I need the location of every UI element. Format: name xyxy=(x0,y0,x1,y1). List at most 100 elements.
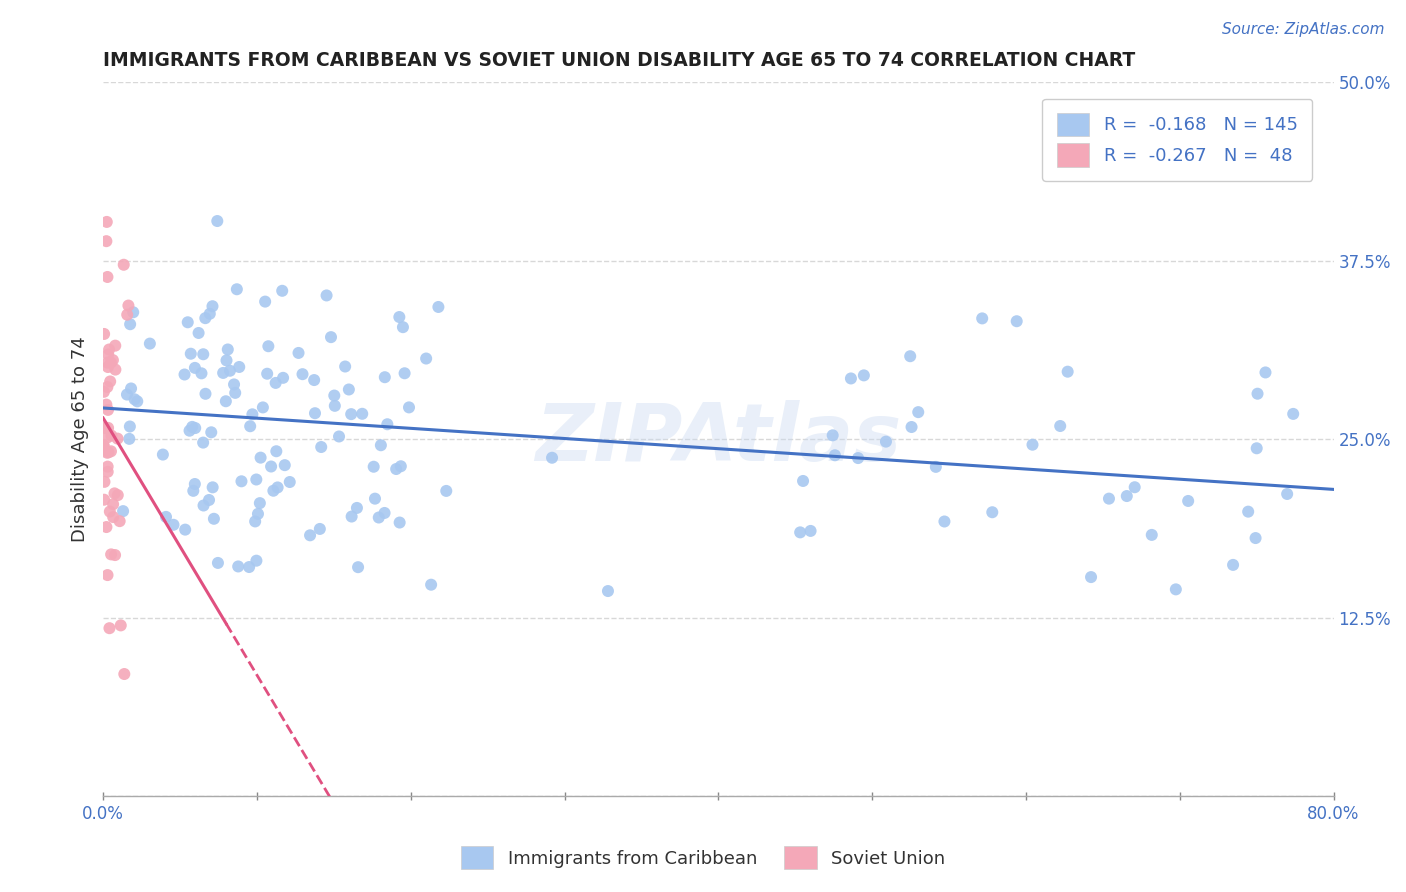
Point xyxy=(198,307,221,321)
Point xyxy=(846,451,869,466)
Point xyxy=(1237,505,1260,519)
Point xyxy=(374,506,396,520)
Point xyxy=(222,377,245,392)
Point xyxy=(254,294,277,309)
Point xyxy=(346,500,368,515)
Point xyxy=(228,359,250,374)
Text: ZIPAtlas: ZIPAtlas xyxy=(536,401,901,478)
Point xyxy=(1244,531,1267,545)
Point xyxy=(375,417,398,432)
Point xyxy=(212,366,235,380)
Point xyxy=(107,432,129,446)
Point xyxy=(256,367,278,381)
Point xyxy=(1123,480,1146,494)
Point xyxy=(225,282,247,296)
Point xyxy=(1005,314,1028,328)
Point xyxy=(110,618,132,632)
Point xyxy=(187,326,209,340)
Point xyxy=(981,505,1004,519)
Point xyxy=(217,343,239,357)
Point xyxy=(97,445,120,459)
Point xyxy=(104,338,127,352)
Point xyxy=(173,368,195,382)
Point xyxy=(200,425,222,440)
Point xyxy=(434,483,457,498)
Point xyxy=(120,317,142,331)
Point xyxy=(337,383,360,397)
Point xyxy=(370,438,392,452)
Point xyxy=(93,438,115,452)
Point xyxy=(194,311,217,326)
Point xyxy=(191,435,214,450)
Point xyxy=(278,475,301,489)
Point xyxy=(226,559,249,574)
Point xyxy=(340,407,363,421)
Point xyxy=(224,385,246,400)
Point xyxy=(299,528,322,542)
Point xyxy=(302,373,325,387)
Point xyxy=(789,525,811,540)
Point xyxy=(96,446,118,460)
Point xyxy=(1021,438,1043,452)
Point xyxy=(1098,491,1121,506)
Point xyxy=(328,429,350,443)
Point xyxy=(271,284,294,298)
Point xyxy=(96,398,118,412)
Point xyxy=(174,523,197,537)
Point xyxy=(415,351,437,366)
Point xyxy=(94,421,117,435)
Point xyxy=(852,368,875,383)
Point xyxy=(1282,407,1305,421)
Point xyxy=(201,480,224,494)
Point xyxy=(367,510,389,524)
Point xyxy=(242,407,264,421)
Point xyxy=(97,356,120,370)
Point xyxy=(101,353,124,368)
Point xyxy=(112,504,135,518)
Point xyxy=(333,359,356,374)
Point xyxy=(427,300,450,314)
Point xyxy=(96,380,118,394)
Point xyxy=(115,308,138,322)
Legend: Immigrants from Caribbean, Soviet Union: Immigrants from Caribbean, Soviet Union xyxy=(451,838,955,879)
Point xyxy=(1164,582,1187,597)
Point xyxy=(287,346,309,360)
Point xyxy=(181,420,204,434)
Point xyxy=(201,299,224,313)
Point xyxy=(190,367,212,381)
Point xyxy=(1254,366,1277,380)
Point xyxy=(260,459,283,474)
Point xyxy=(194,386,217,401)
Point xyxy=(252,401,274,415)
Point xyxy=(139,336,162,351)
Point xyxy=(93,438,115,452)
Point xyxy=(112,667,135,681)
Point xyxy=(900,420,922,434)
Point xyxy=(98,375,121,389)
Point xyxy=(124,392,146,407)
Point xyxy=(266,480,288,494)
Point xyxy=(127,394,149,409)
Point xyxy=(925,459,948,474)
Point xyxy=(100,428,122,442)
Point xyxy=(97,459,120,474)
Point xyxy=(98,343,121,357)
Point xyxy=(96,215,118,229)
Point xyxy=(207,556,229,570)
Point xyxy=(104,548,127,562)
Point xyxy=(392,320,415,334)
Point xyxy=(385,462,408,476)
Point xyxy=(821,428,844,442)
Point xyxy=(180,347,202,361)
Point xyxy=(323,399,346,413)
Point xyxy=(800,524,823,538)
Point xyxy=(274,458,297,472)
Point xyxy=(245,473,267,487)
Point xyxy=(238,560,260,574)
Point xyxy=(219,364,242,378)
Point xyxy=(1275,487,1298,501)
Point xyxy=(249,450,271,465)
Point xyxy=(193,499,215,513)
Point xyxy=(184,477,207,491)
Point xyxy=(115,387,138,401)
